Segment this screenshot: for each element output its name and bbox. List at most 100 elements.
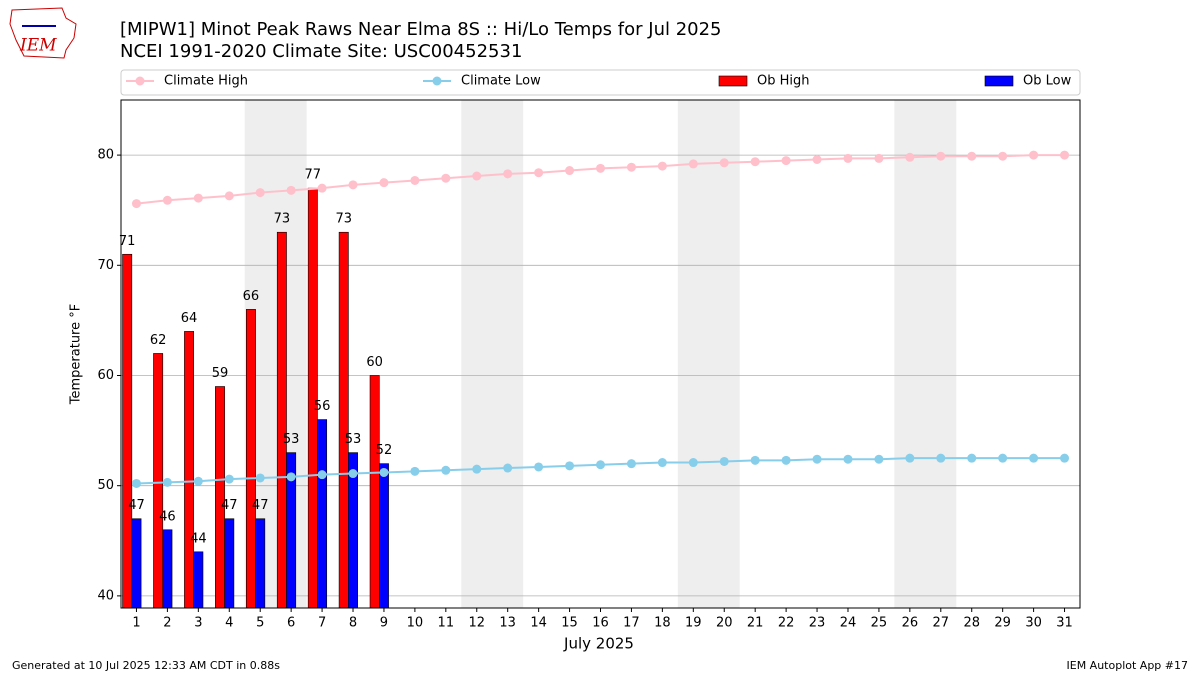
line-marker — [812, 155, 822, 165]
line-marker — [503, 169, 513, 179]
x-tick-label: 27 — [933, 616, 950, 631]
line-marker — [379, 467, 389, 477]
line-marker — [317, 470, 327, 480]
data-label: 47 — [221, 498, 238, 513]
line-marker — [534, 462, 544, 472]
data-label: 47 — [252, 498, 269, 513]
line-marker — [131, 199, 141, 209]
legend-swatch — [718, 75, 748, 87]
chart-title: [MIPW1] Minot Peak Raws Near Elma 8S :: … — [120, 19, 722, 40]
data-label: 59 — [212, 366, 229, 381]
legend-swatch — [984, 75, 1014, 87]
x-tick-label: 6 — [287, 616, 295, 631]
line-marker — [781, 156, 791, 166]
line-marker — [998, 453, 1008, 463]
x-tick-label: 21 — [747, 616, 764, 631]
data-label: 60 — [366, 355, 383, 370]
x-tick-label: 4 — [225, 616, 233, 631]
line-marker — [936, 151, 946, 161]
line-marker — [255, 188, 265, 198]
line-marker — [472, 464, 482, 474]
data-label: 71 — [119, 234, 136, 249]
line-marker — [843, 153, 853, 163]
line-marker — [874, 153, 884, 163]
data-label: 62 — [150, 333, 167, 348]
line-marker — [286, 185, 296, 195]
footer-left: Generated at 10 Jul 2025 12:33 AM CDT in… — [12, 659, 280, 672]
line-marker — [967, 453, 977, 463]
bar — [245, 309, 256, 609]
data-label: 73 — [274, 212, 291, 227]
line-marker — [131, 478, 141, 488]
x-tick-label: 12 — [468, 616, 485, 631]
x-tick-label: 26 — [902, 616, 919, 631]
line-marker — [472, 171, 482, 181]
bar — [122, 253, 133, 609]
legend-marker — [135, 76, 145, 86]
bar — [193, 551, 204, 609]
bar — [131, 518, 142, 609]
x-tick-label: 16 — [592, 616, 609, 631]
x-tick-label: 17 — [623, 616, 640, 631]
data-label: 64 — [181, 311, 198, 326]
x-tick-label: 29 — [994, 616, 1011, 631]
legend-label: Climate Low — [461, 74, 541, 89]
x-tick-label: 23 — [809, 616, 826, 631]
line-marker — [1060, 453, 1070, 463]
y-tick-label: 70 — [97, 258, 114, 273]
data-label: 52 — [376, 443, 393, 458]
data-label: 73 — [335, 212, 352, 227]
line-marker — [874, 454, 884, 464]
legend-label: Climate High — [164, 74, 248, 89]
data-label: 66 — [243, 289, 260, 304]
x-tick-label: 19 — [685, 616, 702, 631]
x-tick-label: 11 — [438, 616, 455, 631]
line-marker — [750, 157, 760, 167]
bar — [184, 331, 194, 609]
x-tick-label: 1 — [132, 616, 140, 631]
bar — [153, 353, 164, 609]
data-label: 53 — [345, 432, 362, 447]
data-label: 47 — [128, 498, 145, 513]
x-tick-label: 24 — [840, 616, 857, 631]
y-tick-label: 80 — [97, 148, 114, 163]
line-marker — [750, 455, 760, 465]
line-marker — [255, 473, 265, 483]
x-tick-label: 8 — [349, 616, 357, 631]
data-label: 53 — [283, 432, 300, 447]
line-marker — [348, 180, 358, 190]
line-marker — [193, 476, 203, 486]
weekend-shade — [461, 100, 524, 608]
weekend-shade — [677, 100, 740, 608]
bar — [276, 231, 287, 609]
line-marker — [843, 454, 853, 464]
line-marker — [410, 466, 420, 476]
x-tick-label: 7 — [318, 616, 326, 631]
line-marker — [565, 166, 575, 176]
line-marker — [812, 454, 822, 464]
logo: IEM — [9, 7, 77, 59]
line-marker — [719, 456, 729, 466]
line-marker — [657, 458, 667, 468]
line-marker — [441, 173, 451, 183]
legend-marker — [432, 76, 442, 86]
line-marker — [162, 195, 172, 205]
line-marker — [534, 168, 544, 178]
data-label: 56 — [314, 399, 331, 414]
data-label: 77 — [305, 168, 322, 183]
y-tick-label: 60 — [97, 368, 114, 383]
line-marker — [348, 469, 358, 479]
line-marker — [905, 453, 915, 463]
line-marker — [596, 460, 605, 470]
y-tick-label: 40 — [97, 588, 114, 603]
y-axis-label: Temperature °F — [69, 304, 84, 405]
x-tick-label: 13 — [499, 616, 516, 631]
line-marker — [1060, 150, 1070, 160]
line-marker — [719, 158, 729, 168]
line-marker — [503, 463, 513, 473]
line-marker — [936, 453, 946, 463]
x-tick-label: 15 — [561, 616, 578, 631]
legend-label: Ob Low — [1023, 74, 1072, 89]
line-marker — [224, 191, 234, 201]
data-label: 44 — [190, 531, 207, 546]
